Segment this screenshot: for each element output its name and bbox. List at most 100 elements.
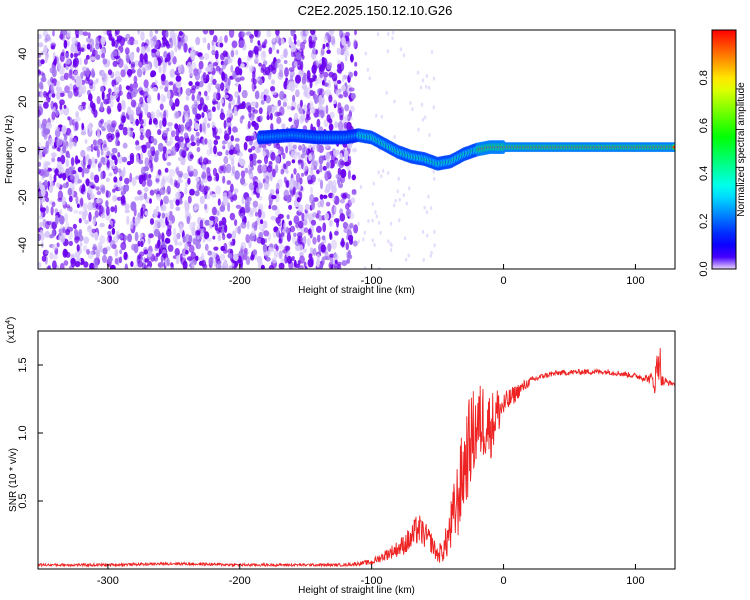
noise-cell	[89, 100, 94, 109]
noise-cell	[105, 200, 109, 208]
noise-cell	[312, 160, 318, 167]
noise-cell	[168, 169, 175, 177]
noise-cell	[95, 36, 99, 46]
noise-cell	[318, 263, 323, 269]
noise-cell	[68, 166, 72, 175]
noise-cell	[139, 232, 144, 239]
noise-cell	[146, 178, 153, 187]
noise-cell	[163, 110, 167, 119]
noise-cell	[57, 190, 64, 201]
noise-cell	[216, 101, 221, 111]
noise-cell	[275, 164, 279, 174]
noise-cell	[421, 229, 425, 234]
noise-cell	[157, 129, 162, 136]
noise-cell	[162, 130, 169, 137]
noise-cell	[302, 235, 307, 245]
noise-cell	[84, 139, 88, 144]
noise-cell	[258, 78, 263, 86]
noise-cell	[81, 66, 88, 71]
noise-cell	[136, 68, 143, 78]
noise-cell	[111, 147, 118, 154]
noise-cell	[247, 120, 251, 129]
noise-cell	[116, 38, 122, 43]
noise-cell	[417, 127, 420, 132]
noise-cell	[316, 76, 323, 84]
noise-cell	[63, 39, 68, 49]
noise-cell	[194, 190, 200, 197]
noise-cell	[113, 176, 118, 183]
noise-cell	[433, 243, 436, 248]
noise-cell	[126, 92, 131, 100]
noise-cell	[295, 74, 301, 84]
noise-cell	[154, 79, 158, 86]
noise-cell	[80, 159, 86, 168]
noise-cell	[426, 233, 429, 238]
noise-cell	[234, 170, 240, 180]
noise-cell	[336, 67, 342, 74]
noise-cell	[306, 237, 311, 247]
noise-cell	[312, 144, 316, 152]
noise-cell	[336, 47, 342, 55]
noise-cell	[107, 255, 113, 263]
noise-cell	[69, 83, 73, 91]
noise-cell	[121, 101, 127, 111]
noise-cell	[337, 167, 342, 176]
noise-cell	[159, 187, 166, 195]
noise-cell	[321, 155, 325, 162]
noise-cell	[282, 101, 288, 108]
noise-cell	[257, 40, 261, 46]
noise-cell	[276, 49, 280, 54]
noise-cell	[230, 196, 234, 203]
noise-cell	[209, 215, 216, 221]
noise-cell	[312, 236, 317, 245]
noise-cell	[345, 242, 349, 251]
noise-cell	[183, 42, 188, 53]
noise-cell	[100, 171, 104, 180]
noise-cell	[179, 136, 184, 143]
noise-cell	[262, 50, 266, 58]
noise-cell	[394, 198, 397, 203]
noise-cell	[188, 68, 194, 77]
noise-cell	[207, 82, 212, 93]
noise-cell	[82, 104, 86, 110]
noise-cell	[107, 135, 113, 143]
noise-cell	[108, 172, 113, 177]
noise-cell	[298, 220, 304, 229]
noise-cell	[40, 123, 47, 130]
noise-cell	[207, 111, 213, 119]
noise-cell	[153, 119, 158, 125]
noise-cell	[299, 177, 303, 185]
noise-cell	[190, 134, 195, 143]
noise-cell	[274, 60, 279, 69]
noise-cell	[160, 93, 165, 103]
noise-cell	[189, 221, 196, 231]
noise-cell	[207, 175, 213, 182]
noise-cell	[68, 69, 73, 79]
noise-cell	[56, 182, 61, 188]
noise-cell	[169, 202, 174, 210]
noise-cell	[217, 198, 221, 206]
noise-cell	[180, 125, 183, 135]
noise-cell	[126, 215, 130, 225]
noise-cell	[175, 75, 182, 82]
noise-cell	[122, 166, 126, 177]
noise-cell	[288, 179, 294, 190]
noise-cell	[78, 218, 82, 224]
noise-cell	[140, 240, 144, 248]
noise-cell	[199, 55, 205, 60]
noise-cell	[197, 94, 201, 100]
noise-cell	[162, 68, 166, 74]
noise-cell	[266, 165, 273, 173]
y-tick-label: -40	[17, 237, 29, 253]
noise-cell	[90, 156, 96, 164]
noise-cell	[225, 122, 232, 128]
noise-cell	[323, 119, 329, 128]
noise-cell	[204, 219, 211, 226]
y-tick-label: 0.5	[17, 493, 29, 508]
noise-cell	[160, 259, 164, 268]
noise-cell	[126, 54, 130, 64]
noise-cell	[106, 159, 110, 169]
noise-cell	[274, 111, 281, 117]
x-tick-label: 0	[500, 275, 506, 287]
noise-cell	[177, 64, 182, 74]
